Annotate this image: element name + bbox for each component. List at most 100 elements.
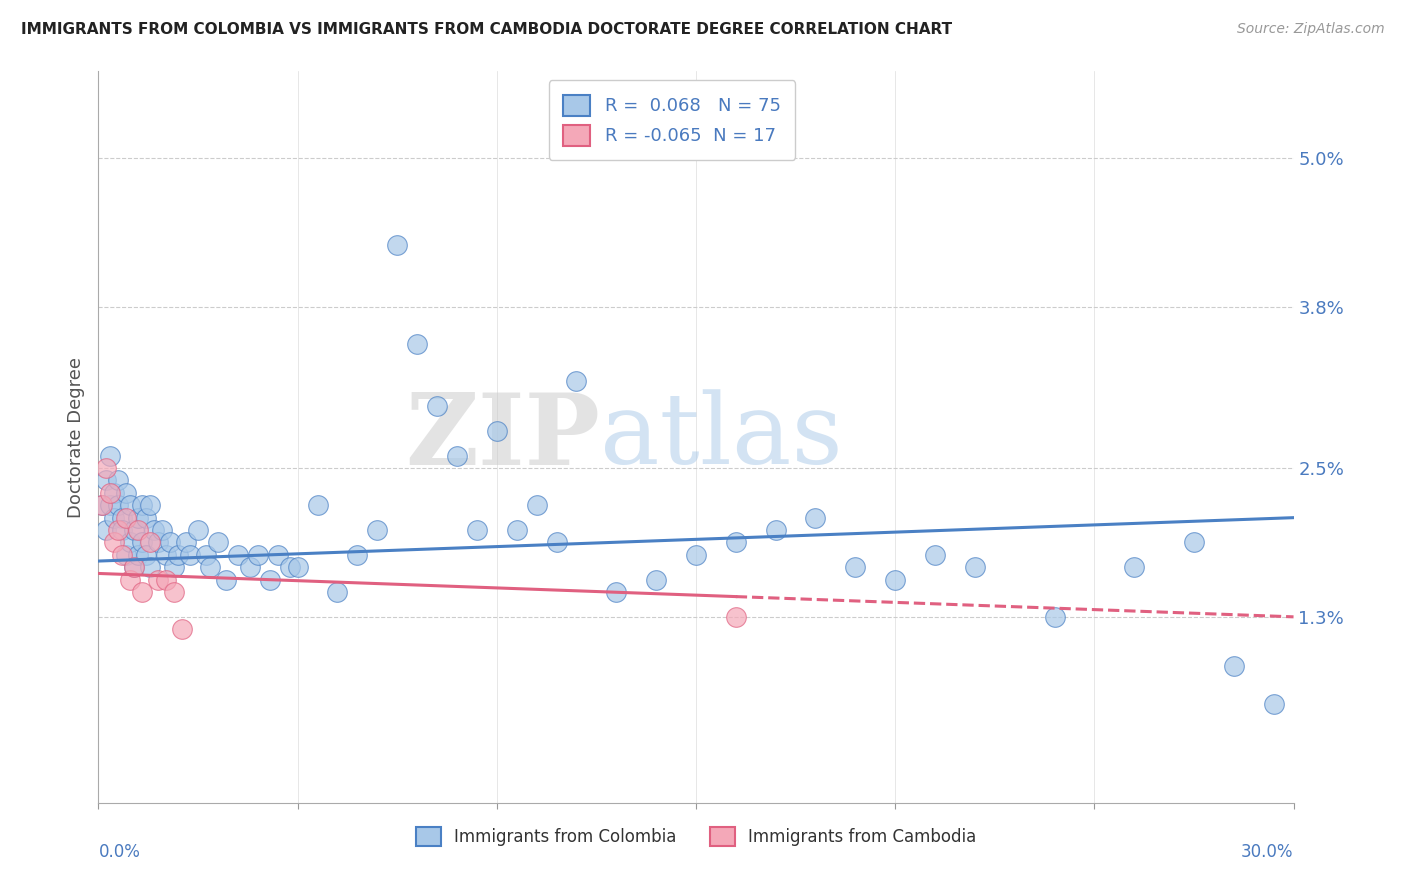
Point <box>963 560 986 574</box>
Point <box>1263 697 1285 711</box>
Point <box>115 510 138 524</box>
Point <box>115 486 138 500</box>
Point <box>143 523 166 537</box>
Point <box>526 498 548 512</box>
Point <box>506 523 529 537</box>
Point <box>167 548 190 562</box>
Point <box>163 585 186 599</box>
Text: ZIP: ZIP <box>405 389 600 485</box>
Point <box>111 523 134 537</box>
Point <box>155 573 177 587</box>
Point <box>278 560 301 574</box>
Point <box>98 486 122 500</box>
Point <box>1182 535 1205 549</box>
Point <box>131 585 153 599</box>
Point <box>91 498 114 512</box>
Text: atlas: atlas <box>600 389 844 485</box>
Text: Source: ZipAtlas.com: Source: ZipAtlas.com <box>1237 22 1385 37</box>
Legend: Immigrants from Colombia, Immigrants from Cambodia: Immigrants from Colombia, Immigrants fro… <box>409 821 983 853</box>
Point <box>446 449 468 463</box>
Point <box>127 548 149 562</box>
Text: IMMIGRANTS FROM COLOMBIA VS IMMIGRANTS FROM CAMBODIA DOCTORATE DEGREE CORRELATIO: IMMIGRANTS FROM COLOMBIA VS IMMIGRANTS F… <box>21 22 952 37</box>
Point <box>565 374 588 388</box>
Point <box>385 238 409 252</box>
Point <box>139 498 162 512</box>
Point <box>98 498 122 512</box>
Point <box>159 535 181 549</box>
Point <box>724 610 747 624</box>
Point <box>685 548 707 562</box>
Point <box>120 535 142 549</box>
Point <box>131 498 153 512</box>
Point <box>91 498 114 512</box>
Point <box>139 560 162 574</box>
Point <box>215 573 238 587</box>
Point <box>155 548 177 562</box>
Point <box>187 523 209 537</box>
Point <box>127 510 149 524</box>
Point <box>267 548 290 562</box>
Point <box>485 424 508 438</box>
Point <box>1043 610 1066 624</box>
Point <box>645 573 668 587</box>
Point <box>135 548 157 562</box>
Point <box>124 560 146 574</box>
Point <box>139 535 162 549</box>
Point <box>163 560 186 574</box>
Point <box>307 498 329 512</box>
Point <box>96 474 118 488</box>
Point <box>198 560 221 574</box>
Point <box>1223 659 1246 673</box>
Point <box>127 523 149 537</box>
Point <box>103 535 125 549</box>
Point <box>107 523 129 537</box>
Point <box>120 498 142 512</box>
Point <box>124 523 146 537</box>
Point <box>924 548 946 562</box>
Y-axis label: Doctorate Degree: Doctorate Degree <box>66 357 84 517</box>
Point <box>195 548 218 562</box>
Point <box>150 523 173 537</box>
Point <box>148 535 170 549</box>
Point <box>844 560 866 574</box>
Point <box>287 560 309 574</box>
Point <box>103 486 125 500</box>
Point <box>426 399 449 413</box>
Point <box>111 548 134 562</box>
Point <box>107 498 129 512</box>
Point <box>111 510 134 524</box>
Point <box>172 622 194 636</box>
Point <box>406 337 429 351</box>
Point <box>884 573 907 587</box>
Point <box>239 560 262 574</box>
Point <box>98 449 122 463</box>
Text: 30.0%: 30.0% <box>1241 843 1294 861</box>
Point <box>107 474 129 488</box>
Point <box>346 548 368 562</box>
Point <box>546 535 568 549</box>
Point <box>96 461 118 475</box>
Point <box>259 573 281 587</box>
Point <box>131 535 153 549</box>
Point <box>765 523 787 537</box>
Point <box>226 548 249 562</box>
Point <box>120 573 142 587</box>
Point <box>135 510 157 524</box>
Point <box>1123 560 1146 574</box>
Point <box>724 535 747 549</box>
Point <box>804 510 827 524</box>
Point <box>605 585 627 599</box>
Point <box>103 510 125 524</box>
Point <box>148 573 170 587</box>
Point <box>207 535 229 549</box>
Point <box>174 535 197 549</box>
Point <box>465 523 488 537</box>
Point <box>115 548 138 562</box>
Point <box>179 548 201 562</box>
Point <box>96 523 118 537</box>
Point <box>326 585 349 599</box>
Point <box>124 560 146 574</box>
Point <box>246 548 269 562</box>
Text: 0.0%: 0.0% <box>98 843 141 861</box>
Point <box>366 523 388 537</box>
